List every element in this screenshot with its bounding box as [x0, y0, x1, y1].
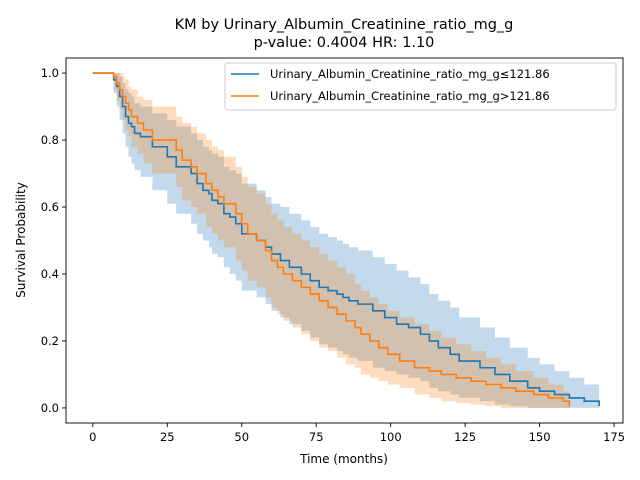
y-tick-label: 0.6: [41, 200, 59, 214]
survival-line-high: [92, 72, 571, 407]
chart-subtitle: p-value: 0.4004 HR: 1.10: [254, 35, 435, 51]
y-tick-label: 0.8: [41, 133, 59, 147]
chart-title: KM by Urinary_Albumin_Creatinine_ratio_m…: [175, 17, 514, 33]
y-tick-label: 1.0: [41, 66, 59, 80]
y-tick-label: 0.2: [41, 334, 59, 348]
y-tick-label: 0.0: [41, 401, 59, 415]
x-tick-label: 75: [309, 430, 324, 444]
x-tick-label: 25: [160, 430, 175, 444]
legend-box: [224, 62, 617, 111]
x-axis-label: Time (months): [299, 452, 388, 466]
x-axis-ticks: 0 25 50 75 100 125 150 175: [89, 423, 625, 444]
legend-label-high: Urinary_Albumin_Creatinine_ratio_mg_g>12…: [270, 89, 550, 103]
plot-frame: [65, 57, 624, 424]
x-tick-label: 0: [89, 430, 96, 444]
x-tick-label: 175: [603, 430, 625, 444]
x-tick-label: 125: [454, 430, 476, 444]
x-tick-label: 50: [234, 430, 249, 444]
survival-line-low: [92, 72, 600, 407]
x-tick-label: 100: [380, 430, 402, 444]
y-tick-label: 0.4: [41, 267, 59, 281]
legend: Urinary_Albumin_Creatinine_ratio_mg_g≤12…: [224, 62, 617, 111]
y-axis-ticks: 0.0 0.2 0.4 0.6 0.8 1.0: [41, 66, 66, 415]
survival-curves: [92, 72, 600, 407]
x-tick-label: 150: [529, 430, 551, 444]
legend-label-low: Urinary_Albumin_Creatinine_ratio_mg_g≤12…: [270, 67, 550, 81]
confidence-bands: [92, 73, 600, 408]
ci-band-high: [92, 73, 570, 408]
y-axis-label: Survival Probability: [14, 182, 28, 298]
ci-band-low: [92, 73, 600, 408]
